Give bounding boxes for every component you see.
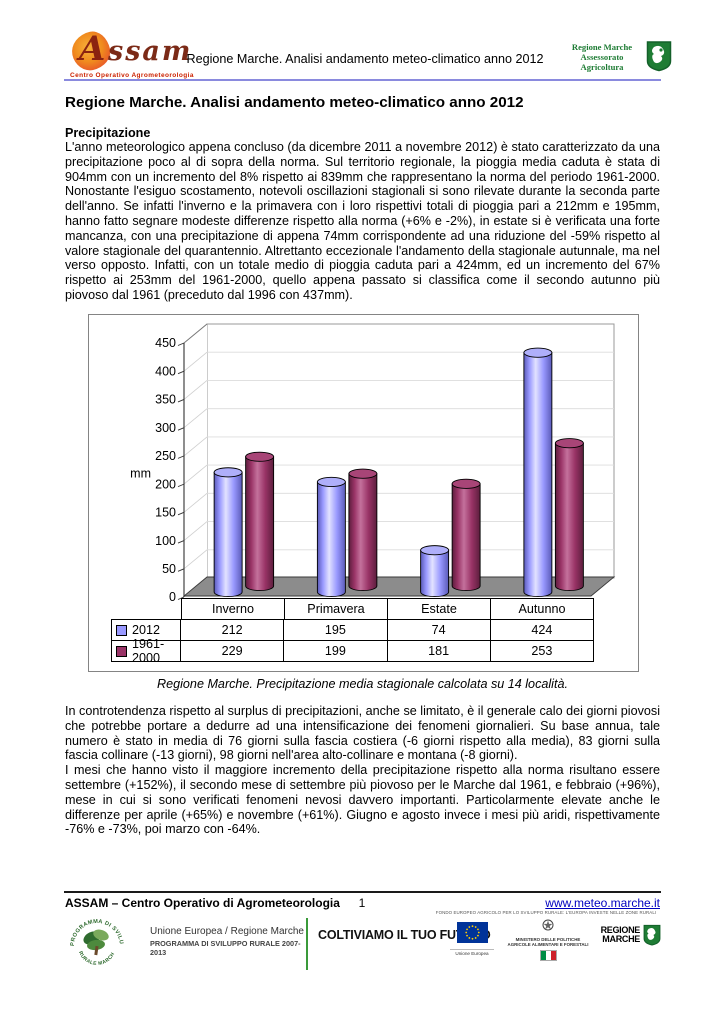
regione-marche-header-logo: Regione Marche Assessorato Agricoltura: [560, 40, 672, 80]
italy-emblem-icon: [542, 919, 554, 931]
paragraph-giorni-piovosi: In controtendenza rispetto al surplus di…: [65, 704, 660, 763]
legend-item: 1961-2000: [111, 637, 181, 665]
value-cell: 74: [387, 619, 491, 641]
psr-line1: Unione Europea / Regione Marche: [150, 926, 304, 937]
y-axis-tick-label: 150: [155, 506, 176, 520]
legend-marker: [116, 645, 127, 657]
chart-caption: Regione Marche. Precipitazione media sta…: [157, 677, 568, 691]
assam-logo-text: ssam: [108, 36, 193, 67]
y-axis-tick-label: 300: [155, 421, 176, 435]
legend-marker: [116, 624, 127, 636]
value-cell: 199: [284, 640, 388, 662]
footer-slogan: COLTIVIAMO IL TUO FUTURO: [318, 928, 491, 942]
ministry-label: MINISTERO DELLE POLITICHE AGRICOLE ALIME…: [507, 937, 589, 948]
y-axis-tick-label: 350: [155, 393, 176, 407]
rm-logo-line1: Regione Marche: [571, 42, 633, 52]
category-header: Autunno: [491, 598, 594, 620]
rm-logo-line2: Assessorato: [580, 52, 624, 62]
chart-plot-area: 0 50 100 150 200 250 300 350 400 450 mm: [130, 323, 616, 604]
value-cell: 212: [181, 619, 285, 641]
footer-org: ASSAM – Centro Operativo di Agrometeorol…: [65, 896, 340, 910]
marche-shield-icon: [643, 924, 661, 946]
y-axis-tick-label: 250: [155, 449, 176, 463]
legend-label: 1961-2000: [132, 637, 165, 665]
eu-flag-block: Unione Europea: [450, 922, 494, 956]
eu-flag-icon: [456, 922, 488, 943]
psr-tree-icon: [83, 929, 109, 956]
assam-logo-subtitle: Centro Operativo Agrometeorologia: [70, 72, 194, 79]
page-number: 1: [358, 896, 366, 910]
rm-logo-line3: Agricoltura: [580, 62, 624, 72]
running-header: Regione Marche. Analisi andamento meteo-…: [186, 52, 544, 66]
marche-shield-icon: [646, 41, 672, 72]
paragraph-mesi: I mesi che hanno visto il maggiore incre…: [65, 763, 660, 837]
regione-marche-footer-label: REGIONE MARCHE: [600, 925, 641, 944]
assam-logo-initial: A: [79, 29, 106, 69]
category-header: Estate: [388, 598, 491, 620]
y-axis-tick-label: 400: [155, 364, 176, 378]
table-row: 1961-2000 229 199 181 253: [111, 637, 594, 665]
category-header: Inverno: [181, 598, 285, 620]
value-cell: 195: [284, 619, 388, 641]
website-link[interactable]: www.meteo.marche.it: [545, 896, 660, 910]
value-cell: 253: [490, 640, 594, 662]
assam-logo: A ssam Centro Operativo Agrometeorologia: [68, 28, 263, 80]
paragraph-precipitazione: L'anno meteorologico appena concluso (da…: [65, 140, 660, 302]
y-axis-title: mm: [130, 466, 151, 480]
precipitation-chart: 0 50 100 150 200 250 300 350 400 450 mm Inverno Pri…: [88, 314, 639, 672]
footer-small-print: FONDO EUROPEO AGRICOLO PER LO SVILUPPO R…: [435, 910, 657, 915]
value-cell: 229: [181, 640, 285, 662]
y-axis-tick-label: 200: [155, 477, 176, 491]
footer-separator: [306, 918, 308, 970]
ministry-block: MINISTERO DELLE POLITICHE AGRICOLE ALIME…: [505, 918, 591, 965]
italy-flag-icon: [539, 950, 557, 962]
value-cell: 181: [387, 640, 491, 662]
page-title: Regione Marche. Analisi andamento meteo-…: [65, 94, 524, 111]
psr-line2: PROGRAMMA DI SVILUPPO RURALE 2007-2013: [150, 939, 301, 957]
legend-label: 2012: [132, 623, 161, 637]
value-cell: 424: [490, 619, 594, 641]
y-axis-tick-label: 0: [169, 590, 176, 604]
table-row: Inverno Primavera Estate Autunno: [181, 598, 594, 620]
paragraph-block: In controtendenza rispetto al surplus di…: [65, 704, 660, 837]
y-axis-tick-label: 100: [155, 534, 176, 548]
header-rule: [64, 79, 661, 81]
footer-link-wrap: www.meteo.marche.it: [460, 896, 660, 910]
category-header: Primavera: [285, 598, 388, 620]
y-axis-tick-label: 450: [155, 336, 176, 350]
eu-flag-label: Unione Europea: [450, 949, 494, 956]
psr-marche-logo: PROGRAMMA DI SVILUPPO RURALE MARCHE: [68, 912, 125, 970]
section-heading: Precipitazione: [65, 126, 151, 140]
footer-rule: [64, 891, 661, 893]
psr-text-block: Unione Europea / Regione Marche PROGRAMM…: [150, 926, 310, 957]
y-axis-tick-label: 50: [162, 562, 176, 576]
legend-item: 2012: [111, 619, 181, 641]
table-row: 2012 212 195 74 424: [111, 619, 594, 641]
